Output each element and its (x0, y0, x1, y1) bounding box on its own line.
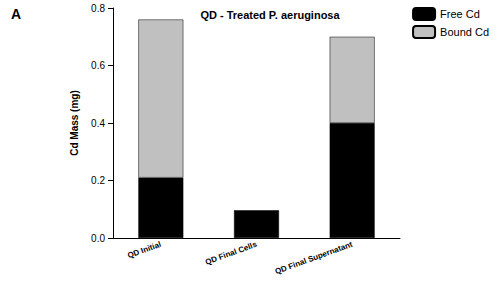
svg-text:Free Cd: Free Cd (440, 8, 480, 20)
svg-text:0.6: 0.6 (91, 60, 105, 71)
svg-text:QD - Treated P. aeruginosa: QD - Treated P. aeruginosa (200, 9, 340, 21)
svg-text:0.2: 0.2 (91, 175, 105, 186)
svg-text:QD Final Supernatant: QD Final Supernatant (274, 240, 354, 277)
svg-text:Cd Mass (mg): Cd Mass (mg) (69, 90, 80, 156)
svg-text:QD Initial: QD Initial (126, 240, 162, 260)
svg-text:0.0: 0.0 (91, 233, 105, 244)
svg-text:QD Final Cells: QD Final Cells (204, 240, 259, 267)
svg-text:0.4: 0.4 (91, 118, 105, 129)
svg-text:A: A (11, 6, 21, 22)
svg-text:Bound Cd: Bound Cd (440, 26, 489, 38)
svg-text:0.8: 0.8 (91, 3, 105, 14)
